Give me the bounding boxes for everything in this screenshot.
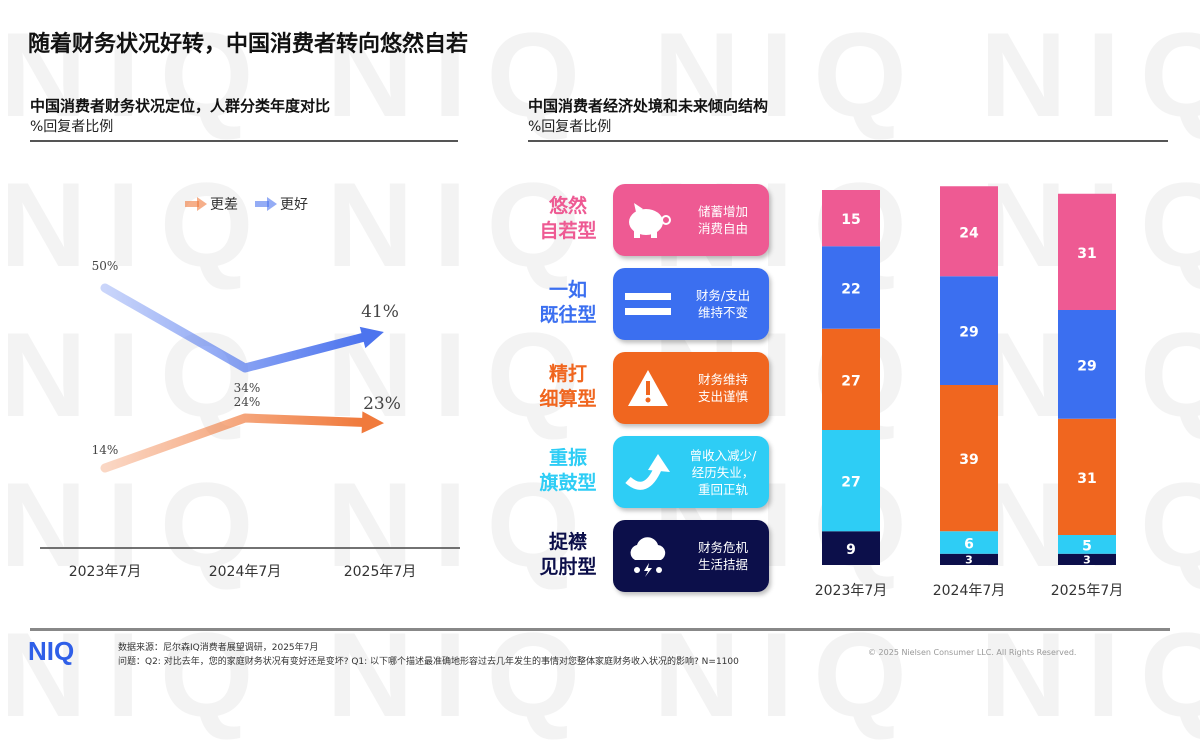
x-tick-label: 2024年7月: [209, 564, 282, 580]
left-chart-subtitle: %回复者比例: [30, 119, 114, 135]
x-tick-label: 2023年7月: [815, 583, 888, 599]
equals-icon: [613, 289, 683, 319]
bar-segment: [1058, 535, 1116, 554]
footer-divider: [30, 628, 1170, 631]
segment-type-label: 重振 旗鼓型: [539, 447, 597, 494]
divider: [528, 140, 1168, 142]
source-note: 数据来源：尼尔森IQ消费者展望调研，2025年7月: [118, 643, 319, 653]
page-title: 随着财务状况好转，中国消费者转向悠然自若: [28, 32, 469, 57]
niq-logo: NIQ: [28, 636, 75, 666]
arrow-head: [359, 326, 384, 349]
storm-cloud-icon: [613, 534, 683, 578]
x-tick-label: 2023年7月: [69, 564, 142, 580]
segment-card: 财务维持 支出谨慎: [613, 352, 769, 424]
arrow-head: [361, 411, 384, 434]
segment-card: 财务/支出 维持不变: [613, 268, 769, 340]
bar-value-label: 27: [841, 373, 860, 389]
data-label: 50%: [92, 259, 119, 273]
question-note: 问题：Q2: 对比去年，您的家庭财务状况有变好还是变坏? Q1: 以下哪个描述最…: [118, 657, 739, 667]
segment-card: 财务危机 生活拮据: [613, 520, 769, 592]
bar-value-label: 5: [1082, 538, 1092, 554]
bar-value-label: 27: [841, 475, 860, 491]
right-chart-title: 中国消费者经济处境和未来倾向结构: [528, 97, 769, 115]
segment-description: 财务维持 支出谨慎: [697, 372, 748, 404]
bar-segment: [940, 531, 998, 554]
segment-type-label: 精打 细算型: [539, 363, 597, 410]
bar-value-label: 29: [959, 325, 978, 341]
bar-value-label: 31: [1077, 471, 1096, 487]
bar-segment: [1058, 193, 1116, 310]
segment-type-label: 捉襟 见肘型: [539, 531, 597, 578]
x-tick-label: 2025年7月: [344, 564, 417, 580]
legend-label: 更好: [280, 197, 308, 213]
warning-icon: [613, 368, 683, 408]
bar-segment: [822, 430, 880, 532]
data-label: 24%: [234, 395, 261, 409]
segment-description: 曾收入减少/经历失业， 重回正轨: [689, 447, 757, 497]
arrow-up-curve-icon: [613, 450, 683, 494]
legend-label: 更差: [210, 197, 238, 213]
data-label: 23%: [363, 394, 401, 414]
segment-description: 财务/支出 维持不变: [695, 288, 751, 320]
bar-segment: [940, 553, 998, 565]
divider: [30, 140, 458, 142]
stacked-bar-chart: 9272722152023年7月363929242024年7月353129312…: [815, 186, 1124, 599]
bar-value-label: 22: [841, 282, 860, 298]
segment-type-label: 一如 既往型: [539, 279, 597, 326]
piggy-bank-icon: [613, 200, 683, 240]
bar-segment: [940, 385, 998, 532]
bar-segment: [822, 246, 880, 329]
bar-value-label: 24: [959, 225, 979, 241]
bar-value-label: 9: [846, 542, 856, 558]
bar-segment: [1058, 553, 1116, 565]
series-line: [100, 413, 367, 473]
bar-value-label: 15: [841, 212, 860, 228]
line-chart: 2023年7月 2024年7月 2025年7月 14% 24% 23% 更差 50% 34% 41…: [40, 197, 460, 580]
bar-segment: [940, 276, 998, 385]
segment-type-label: 悠然 自若型: [539, 195, 597, 242]
data-label: 34%: [234, 381, 261, 395]
series-line: [100, 283, 368, 373]
x-tick-label: 2025年7月: [1051, 583, 1124, 599]
segment-description: 财务危机 生活拮据: [697, 540, 748, 572]
bar-segment: [940, 186, 998, 277]
legend-arrow: [197, 197, 207, 211]
data-label: 14%: [92, 443, 119, 457]
bar-value-label: 3: [965, 553, 973, 566]
segment-card: 储蓄增加 消费自由: [613, 184, 769, 256]
left-chart-title: 中国消费者财务状况定位，人群分类年度对比: [30, 97, 331, 115]
bar-value-label: 3: [1083, 553, 1091, 566]
copyright: © 2025 Nielsen Consumer LLC. All Rights …: [868, 648, 1077, 657]
segment-description: 储蓄增加 消费自由: [697, 204, 748, 236]
bar-segment: [1058, 310, 1116, 419]
bar-segment: [822, 328, 880, 430]
bar-value-label: 31: [1077, 246, 1096, 262]
bar-segment: [822, 531, 880, 565]
right-chart-subtitle: %回复者比例: [528, 119, 612, 135]
bar-value-label: 29: [1077, 358, 1096, 374]
bar-value-label: 39: [959, 452, 978, 468]
segment-card: 曾收入减少/经历失业， 重回正轨: [613, 436, 769, 508]
bar-segment: [822, 190, 880, 247]
bar-value-label: 6: [964, 537, 974, 553]
bar-segment: [1058, 418, 1116, 535]
legend-arrow: [267, 197, 277, 211]
data-label: 41%: [361, 302, 399, 322]
x-tick-label: 2024年7月: [933, 583, 1006, 599]
